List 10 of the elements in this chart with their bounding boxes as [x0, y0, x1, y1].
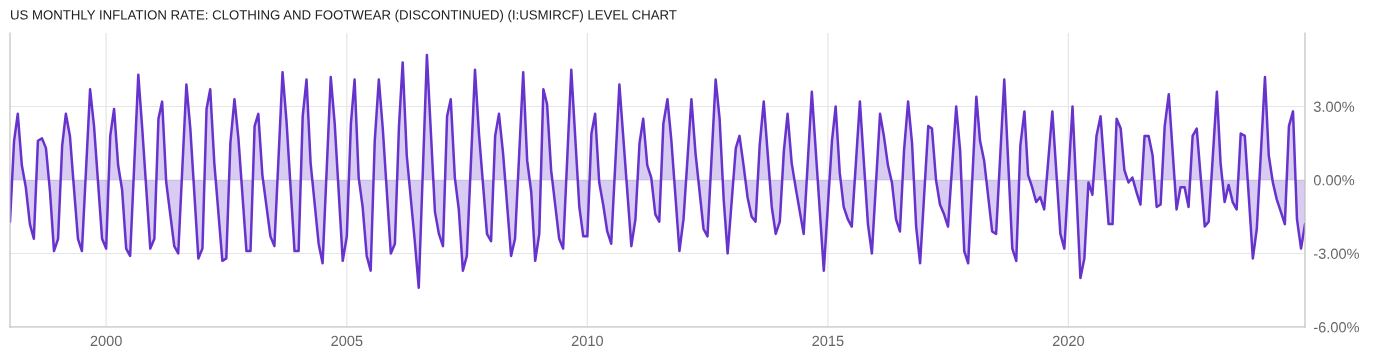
x-tick-label: 2005	[331, 335, 363, 347]
y-tick-label: 3.00%	[1313, 101, 1355, 112]
x-tick-label: 2000	[90, 335, 122, 347]
y-tick-label: -6.00%	[1313, 322, 1360, 333]
chart-title: US MONTHLY INFLATION RATE: CLOTHING AND FOOTWEAR (DISCONTINUED) (I:USMIRCF) LEVEL CHART	[11, 9, 677, 23]
x-tick-label: 2020	[1052, 335, 1085, 347]
x-tick-label: 2015	[812, 335, 844, 347]
y-tick-label: -3.00%	[1313, 248, 1360, 259]
y-tick-label: 0.00%	[1313, 175, 1355, 186]
x-tick-label: 2010	[571, 335, 604, 347]
